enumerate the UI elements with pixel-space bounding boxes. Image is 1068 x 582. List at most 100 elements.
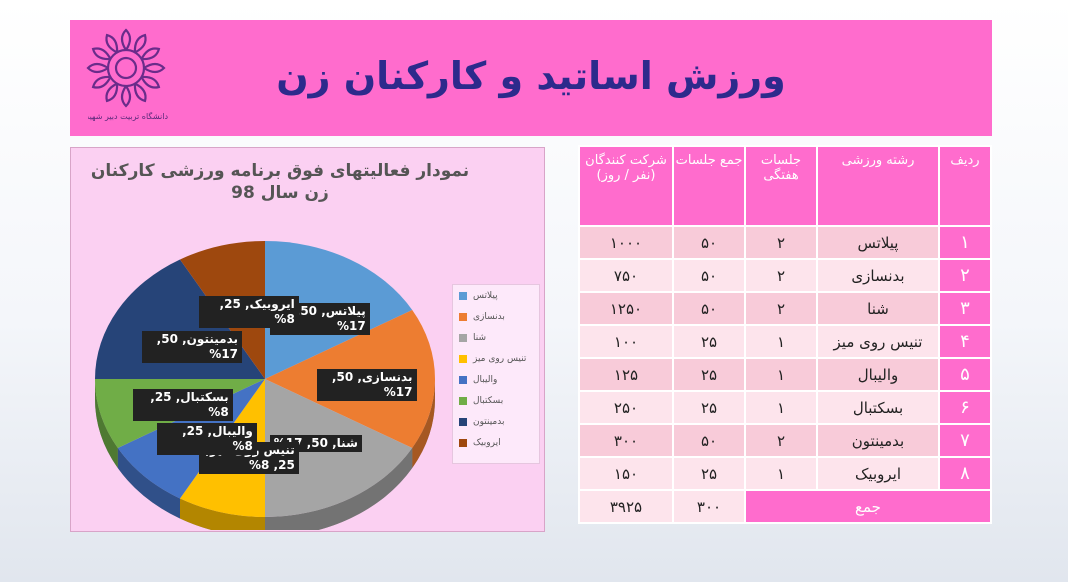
logo-petal (133, 82, 147, 103)
row-number-cell: ۵ (938, 357, 992, 392)
row-number-cell: ۴ (938, 324, 992, 359)
sport-cell: بسکتبال (816, 390, 940, 425)
legend-item: بدمینتون (459, 417, 504, 431)
logo-petal (91, 47, 112, 61)
table-row: ۷ بدمینتون ۲ ۵۰ ۳۰۰ (578, 423, 992, 458)
legend-swatch (459, 375, 467, 384)
participants-cell: ۱۰۰۰ (578, 225, 674, 260)
legend-item: بدنسازی (459, 312, 505, 326)
total-sessions-cell: ۲۵ (672, 390, 746, 425)
logo-petal (105, 82, 119, 103)
legend-swatch (459, 417, 467, 426)
legend-swatch (459, 354, 467, 363)
sport-cell: تنیس روی میز (816, 324, 940, 359)
legend-label: والیبال (473, 375, 498, 385)
legend-label: بدمینتون (473, 417, 505, 427)
legend-item: بسکتبال (459, 396, 503, 410)
chart-title: نمودار فعالیتهای فوق برنامه ورزشی کارکنا… (90, 161, 470, 203)
total-sessions-value: ۳۰۰ (672, 489, 746, 524)
legend-item: پیلاتس (459, 291, 498, 305)
table-row: ۳ شنا ۲ ۵۰ ۱۲۵۰ (578, 291, 992, 326)
weekly-sessions-cell: ۱ (744, 357, 818, 392)
header-banner: دانشگاه تربیت دبیر شهید رجایی ورزش اساتی… (70, 20, 992, 136)
sport-cell: پیلاتس (816, 225, 940, 260)
weekly-sessions-cell: ۲ (744, 423, 818, 458)
sport-cell: ایروبیک (816, 456, 940, 491)
total-sessions-cell: ۲۵ (672, 456, 746, 491)
header-weekly-sessions: جلسات هفتگی (744, 145, 818, 227)
participants-cell: ۱۰۰ (578, 324, 674, 359)
header-total-sessions: جمع جلسات (672, 145, 746, 227)
sports-table: ردیف رشته ورزشی جلسات هفتگی جمع جلسات شر… (578, 145, 992, 524)
weekly-sessions-cell: ۱ (744, 390, 818, 425)
weekly-sessions-cell: ۱ (744, 324, 818, 359)
pie-data-label: بسکتبال, 25, 8% (132, 388, 233, 421)
university-logo (86, 28, 166, 108)
participants-cell: ۱۲۵ (578, 357, 674, 392)
legend-item: والیبال (459, 375, 497, 389)
pie-data-label: بدنسازی, 50, 17% (316, 369, 417, 401)
logo-petal (120, 28, 132, 51)
logo-petal (140, 75, 161, 89)
legend-swatch (459, 312, 467, 321)
legend-swatch (459, 291, 467, 300)
total-sessions-cell: ۲۵ (672, 357, 746, 392)
participants-cell: ۱۲۵۰ (578, 291, 674, 326)
table-row: ۶ بسکتبال ۱ ۲۵ ۲۵۰ (578, 390, 992, 425)
row-number-cell: ۳ (938, 291, 992, 326)
sport-cell: بدمینتون (816, 423, 940, 458)
sport-cell: والیبال (816, 357, 940, 392)
row-number-cell: ۸ (938, 456, 992, 491)
pie-slice-side (95, 379, 118, 468)
pie-data-label: بدمینتون, 50, 17% (142, 331, 243, 364)
row-number-cell: ۲ (938, 258, 992, 293)
weekly-sessions-cell: ۲ (744, 225, 818, 260)
table-row: ۲ بدنسازی ۲ ۵۰ ۷۵۰ (578, 258, 992, 293)
header-participants: شرکت کنندگان (نفر / روز) (578, 145, 674, 227)
logo-petal (86, 62, 109, 74)
participants-cell: ۳۰۰ (578, 423, 674, 458)
total-sessions-cell: ۲۵ (672, 324, 746, 359)
row-number-cell: ۶ (938, 390, 992, 425)
legend-label: شنا (473, 333, 486, 343)
pie-slice-side (117, 448, 180, 519)
total-row: جمع ۳۰۰ ۳۹۲۵ (578, 489, 992, 524)
total-sessions-cell: ۵۰ (672, 423, 746, 458)
legend-swatch (459, 396, 467, 405)
legend-label: تنیس روی میز (473, 354, 527, 364)
page-title: ورزش اساتید و کارکنان زن (276, 54, 786, 98)
legend-swatch (459, 333, 467, 342)
weekly-sessions-cell: ۲ (744, 258, 818, 293)
legend-item: شنا (459, 333, 486, 347)
table-row: ۴ تنیس روی میز ۱ ۲۵ ۱۰۰ (578, 324, 992, 359)
pie-slice-side (412, 379, 435, 468)
weekly-sessions-cell: ۱ (744, 456, 818, 491)
header-row-number: ردیف (938, 145, 992, 227)
header-sport: رشته ورزشی (816, 145, 940, 227)
pie-slice-side (180, 498, 265, 530)
participants-cell: ۷۵۰ (578, 258, 674, 293)
legend-label: ایروبیک (473, 438, 501, 448)
logo-petal (143, 62, 166, 74)
participants-cell: ۲۵۰ (578, 390, 674, 425)
logo-petal (120, 85, 132, 108)
legend-swatch (459, 438, 467, 447)
row-number-cell: ۱ (938, 225, 992, 260)
total-participants-value: ۳۹۲۵ (578, 489, 674, 524)
pie-data-label: والیبال, 25, 8% (156, 422, 257, 455)
total-label: جمع (744, 489, 992, 524)
total-sessions-cell: ۵۰ (672, 258, 746, 293)
pie-slice-side (265, 448, 413, 530)
participants-cell: ۱۵۰ (578, 456, 674, 491)
sport-cell: بدنسازی (816, 258, 940, 293)
legend-label: پیلاتس (473, 291, 498, 301)
chart-legend: پیلاتس بدنسازی شنا تنیس روی میز والیبال بسکتب… (452, 284, 540, 464)
legend-item: تنیس روی میز (459, 354, 526, 368)
legend-item: ایروبیک (459, 438, 501, 452)
logo-petal (140, 47, 161, 61)
table-row: ۸ ایروبیک ۱ ۲۵ ۱۵۰ (578, 456, 992, 491)
total-sessions-cell: ۵۰ (672, 291, 746, 326)
logo-caption: دانشگاه تربیت دبیر شهید رجایی (88, 112, 168, 121)
sport-cell: شنا (816, 291, 940, 326)
pie-data-label: ایروبیک, 25, 8% (198, 295, 299, 328)
